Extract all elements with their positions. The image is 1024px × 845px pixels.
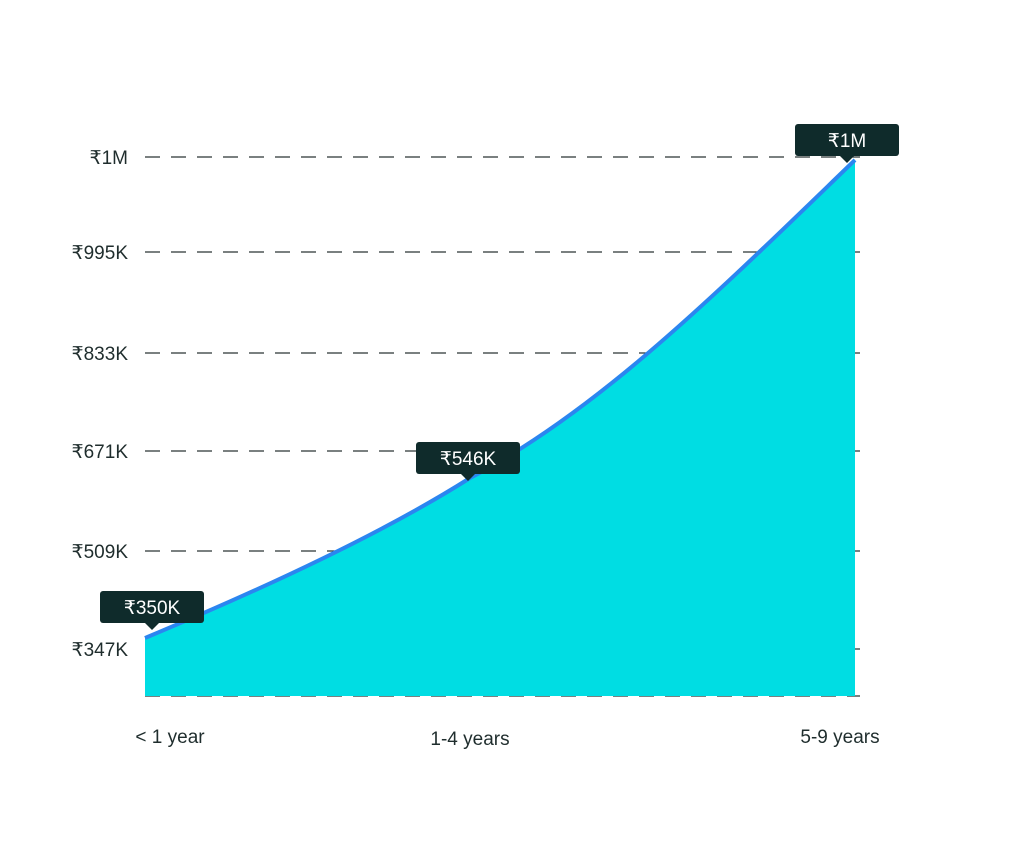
x-tick-label: < 1 year <box>135 727 205 748</box>
data-label-badge: ₹1M <box>795 124 899 163</box>
data-label-text: ₹350K <box>124 598 181 619</box>
x-tick-label: 5-9 years <box>800 727 879 748</box>
area-fill <box>145 160 855 696</box>
y-tick-label: ₹833K <box>72 344 129 365</box>
y-tick-label: ₹1M <box>90 148 128 169</box>
data-label-badge: ₹546K <box>416 442 520 481</box>
y-tick-label: ₹347K <box>72 640 129 661</box>
x-axis-ticks: < 1 year 1-4 years 5-9 years <box>135 727 879 750</box>
data-label-text: ₹546K <box>440 449 497 470</box>
y-tick-label: ₹995K <box>72 243 129 264</box>
y-axis-ticks: ₹1M ₹995K ₹833K ₹671K ₹509K ₹347K <box>72 148 129 661</box>
y-tick-label: ₹671K <box>72 442 129 463</box>
y-tick-label: ₹509K <box>72 542 129 563</box>
data-label-text: ₹1M <box>828 131 866 152</box>
data-label-badge: ₹350K <box>100 591 204 630</box>
x-tick-label: 1-4 years <box>430 729 509 750</box>
data-labels: ₹350K ₹546K ₹1M <box>100 124 899 630</box>
